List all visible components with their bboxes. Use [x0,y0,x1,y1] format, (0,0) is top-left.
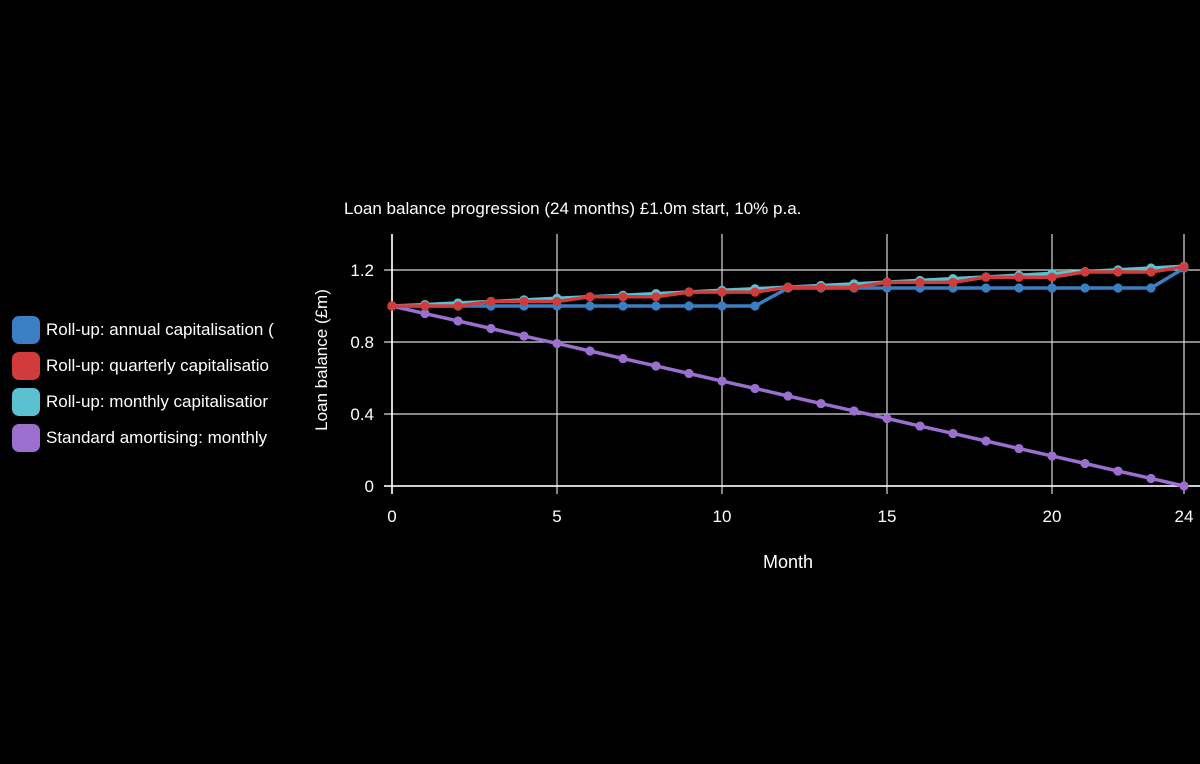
data-point [981,283,991,293]
data-point [1047,272,1057,282]
data-point [684,287,694,297]
data-point [948,277,958,288]
data-point [1080,458,1090,469]
data-point [849,406,859,416]
data-point [1146,473,1156,484]
data-point [816,282,826,292]
x-tick-label: 10 [713,507,732,526]
data-point [1113,267,1123,277]
data-point [783,282,793,292]
axes [384,234,1200,494]
series-2 [387,262,1189,311]
data-point [1014,443,1024,454]
data-point [618,301,628,311]
data-point [1179,481,1189,491]
data-point [882,413,892,424]
data-point [651,301,661,311]
data-point [816,398,826,409]
legend-swatch [12,388,40,416]
data-point [618,292,628,302]
data-point [1014,283,1024,293]
data-point [981,436,991,446]
data-point [618,353,628,364]
data-point [1146,267,1156,277]
x-tick-label: 15 [878,507,897,526]
legend-label: Roll-up: annual capitalisation ( [46,320,274,339]
legend-swatch [12,424,40,452]
x-tick-label: 20 [1043,507,1062,526]
legend-label: Roll-up: quarterly capitalisatio [46,356,269,375]
data-point [585,292,595,302]
legend-swatch [12,352,40,380]
data-point [717,287,727,297]
legend-item[interactable]: Standard amortising: monthly [12,420,302,456]
data-point [717,376,727,386]
data-point [552,338,562,349]
data-point [420,301,430,311]
data-point [585,346,595,356]
data-point [453,316,463,326]
legend-label: Roll-up: monthly capitalisatior [46,392,269,411]
series-4 [387,301,1189,491]
data-point [915,421,925,431]
legend-swatch [12,316,40,344]
data-point [1047,451,1057,461]
data-point [750,383,760,394]
data-point [486,323,496,334]
data-point [750,287,760,297]
data-point [420,308,430,319]
legend-item[interactable]: Roll-up: quarterly capitalisatio [12,348,302,384]
x-axis-label: Month [763,552,813,572]
x-tick-label: 24 [1175,507,1194,526]
y-tick-label: 0 [365,477,374,496]
data-point [750,301,760,311]
y-axis-label: Loan balance (£m) [312,289,331,431]
y-tick-label: 1.2 [350,261,374,280]
data-point [948,428,958,439]
data-point [684,301,694,311]
tick-labels: 0 5 10 15 20 24 0 0.4 0.8 1.2 [350,261,1193,526]
x-tick-label: 5 [552,507,561,526]
chart-title: Loan balance progression (24 months) £1.… [344,199,801,218]
legend-item[interactable]: Roll-up: annual capitalisation ( [12,312,302,348]
data-point [453,301,463,311]
data-point [1047,283,1057,293]
data-point [552,296,562,307]
legend-item[interactable]: Roll-up: monthly capitalisatior [12,384,302,420]
series-lines [387,261,1189,491]
data-point [651,361,661,371]
data-point [717,301,727,311]
data-point [651,292,661,302]
data-point [519,296,529,307]
data-point [1146,283,1156,293]
data-point [1113,283,1123,293]
data-point [783,391,793,401]
legend-label: Standard amortising: monthly [46,428,268,447]
data-point [1080,283,1090,293]
data-point [519,331,529,341]
y-tick-label: 0.8 [350,333,374,352]
data-point [1179,262,1189,272]
data-point [981,272,991,282]
data-point [1014,272,1024,282]
data-point [486,296,496,307]
data-point [585,301,595,311]
data-point [387,301,397,311]
x-tick-label: 0 [387,507,396,526]
data-point [1080,267,1090,277]
legend: Roll-up: annual capitalisation ( Roll-up:… [12,312,302,456]
data-point [849,282,859,292]
y-tick-label: 0.4 [350,405,374,424]
data-point [1113,466,1123,476]
data-point [882,277,892,288]
data-point [915,277,925,288]
data-point [684,368,694,379]
